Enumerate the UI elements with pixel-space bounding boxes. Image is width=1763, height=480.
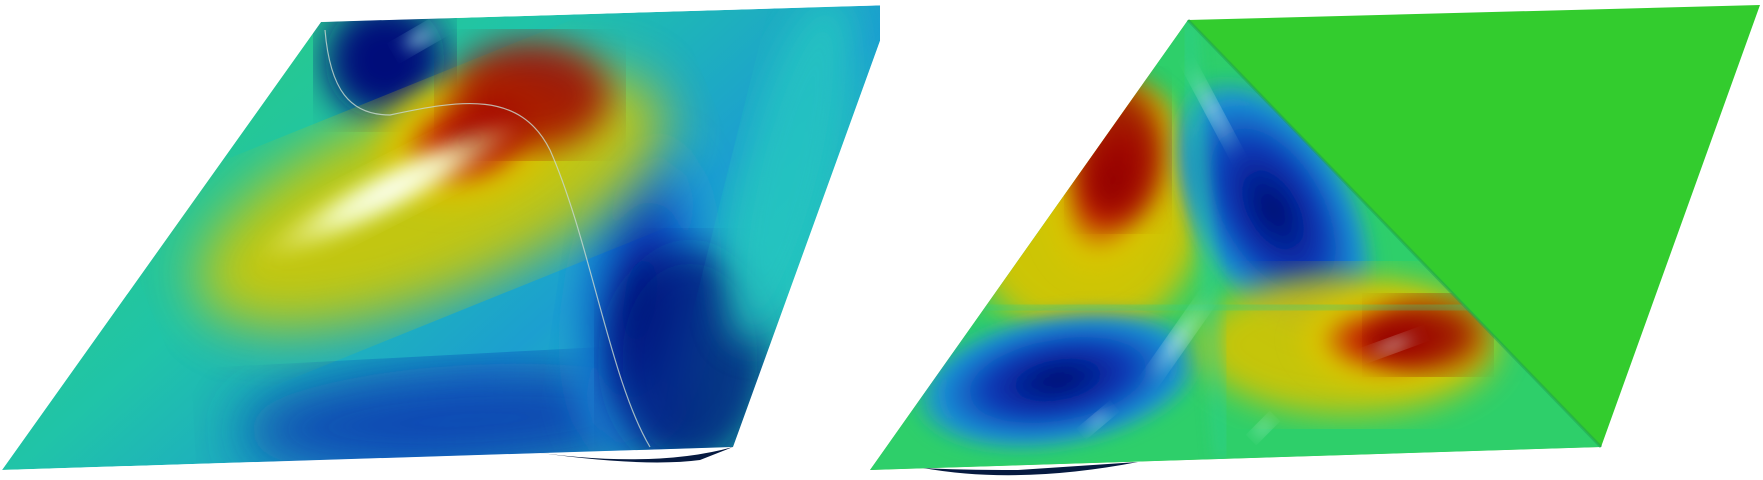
left-surface-panel (0, 0, 880, 480)
right-surface-plot (870, 5, 1760, 476)
left-surface-plot (2, 5, 880, 470)
right-surface-panel (868, 0, 1763, 480)
